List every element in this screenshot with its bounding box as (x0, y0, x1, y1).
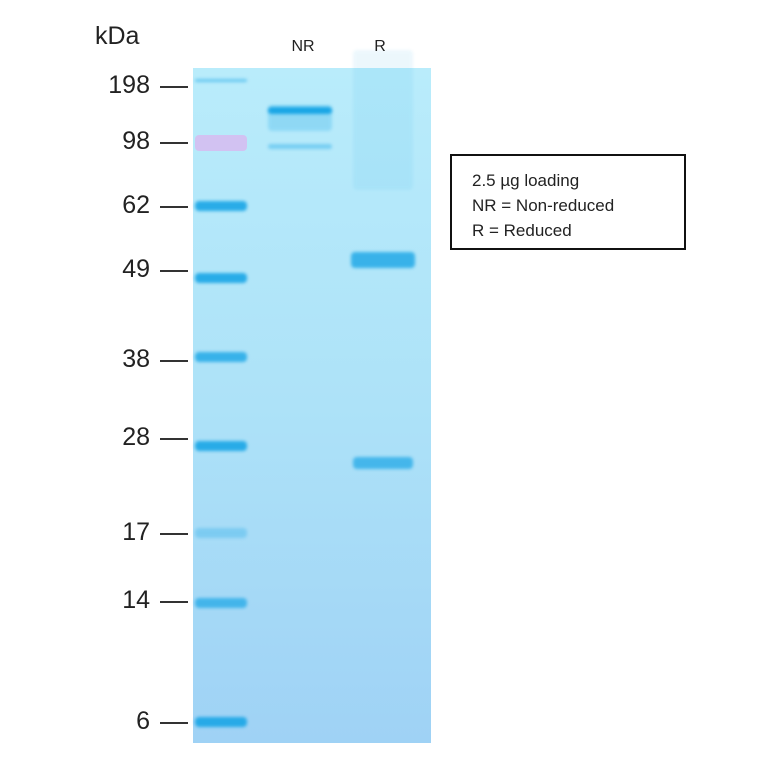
r-lane-smear (353, 50, 413, 190)
nr-band-main (268, 106, 332, 114)
legend-box: 2.5 µg loading NR = Non-reduced R = Redu… (450, 154, 686, 250)
unit-label: kDa (95, 22, 140, 50)
marker-tick (160, 722, 188, 724)
legend-line: 2.5 µg loading (472, 171, 580, 190)
gel-image (193, 50, 431, 743)
lane-label-r: R (374, 38, 386, 55)
ladder-band-38 (195, 352, 247, 362)
ladder-band-17 (195, 528, 247, 538)
ladder-band-6 (195, 717, 247, 727)
r-band-light-chain (353, 457, 413, 469)
ladder-band-14 (195, 598, 247, 608)
marker-label-198: 198 (108, 71, 150, 99)
marker-tick (160, 533, 188, 535)
marker-tick (160, 86, 188, 88)
marker-label-38: 38 (122, 345, 150, 373)
ladder-band-49 (195, 273, 247, 283)
lane-label-nr: NR (291, 38, 315, 55)
ladder-band-98 (195, 135, 247, 151)
r-band-heavy-chain (351, 252, 415, 268)
marker-label-14: 14 (122, 586, 150, 614)
nr-band-smear (268, 105, 332, 131)
ladder-band-62 (195, 201, 247, 211)
marker-tick (160, 438, 188, 440)
ladder-band-198 (195, 79, 247, 82)
marker-label-49: 49 (122, 255, 150, 283)
marker-tick (160, 142, 188, 144)
marker-label-98: 98 (122, 127, 150, 155)
marker-label-62: 62 (122, 191, 150, 219)
marker-label-6: 6 (136, 707, 150, 735)
marker-tick (160, 601, 188, 603)
marker-label-28: 28 (122, 423, 150, 451)
ladder-band-28 (195, 441, 247, 451)
legend-line: R = Reduced (472, 221, 572, 240)
legend-line: NR = Non-reduced (472, 196, 615, 215)
marker-tick (160, 270, 188, 272)
marker-tick (160, 360, 188, 362)
nr-band-lower (268, 143, 332, 149)
marker-label-17: 17 (122, 518, 150, 546)
marker-tick (160, 206, 188, 208)
